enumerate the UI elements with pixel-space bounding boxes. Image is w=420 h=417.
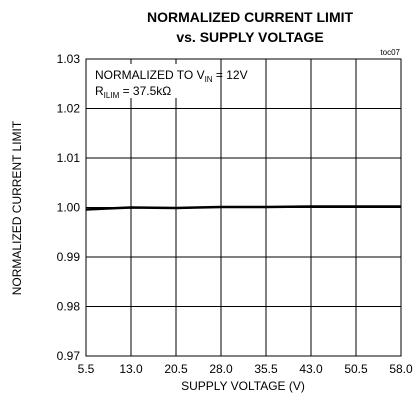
y-tick-label: 1.02 [57,102,81,116]
y-tick-label: 0.99 [57,250,81,264]
x-axis-label: SUPPLY VOLTAGE (V) [181,379,305,393]
chart-title-line2: vs. SUPPLY VOLTAGE [176,29,323,45]
annotation-background [90,64,210,98]
y-tick-label: 1.03 [57,52,81,66]
annotation-line1-suffix: = 12V [213,68,248,82]
annotation-line2: RILIM = 37.5kΩ [95,84,171,100]
x-tick-label: 50.5 [344,362,368,376]
annotation-line1-prefix: NORMALIZED TO V [95,68,205,82]
x-tick-label: 5.5 [78,362,95,376]
y-tick-label: 0.98 [57,300,81,314]
x-tick-label: 20.5 [164,362,188,376]
y-tick-label: 0.97 [57,349,81,363]
annotation-box: NORMALIZED TO VIN = 12V RILIM = 37.5kΩ [90,64,248,100]
annotation-line2-prefix: R [95,84,104,98]
chart-title-line1: NORMALIZED CURRENT LIMIT [147,9,354,25]
annotation-line1: NORMALIZED TO VIN = 12V [95,68,248,84]
x-tick-label: 28.0 [209,362,233,376]
x-tick-label: 35.5 [254,362,278,376]
annotation-line2-subscript: ILIM [104,91,120,100]
series-line [85,205,401,211]
x-tick-labels: 5.5 13.0 20.5 28.0 35.5 43.0 50.5 58.0 [78,362,413,376]
y-tick-label: 1.00 [57,201,81,215]
x-tick-label: 58.0 [389,362,413,376]
y-axis-label: NORMALIZED CURRENT LIMIT [10,120,24,295]
figure-code: toc07 [380,48,400,57]
y-tick-label: 1.01 [57,151,81,165]
y-tick-labels: 0.97 0.98 0.99 1.00 1.01 1.02 1.03 [57,52,81,363]
annotation-line1-subscript: IN [205,75,213,84]
x-tick-label: 13.0 [119,362,143,376]
annotation-line2-suffix: = 37.5kΩ [119,84,171,98]
x-tick-label: 43.0 [299,362,323,376]
